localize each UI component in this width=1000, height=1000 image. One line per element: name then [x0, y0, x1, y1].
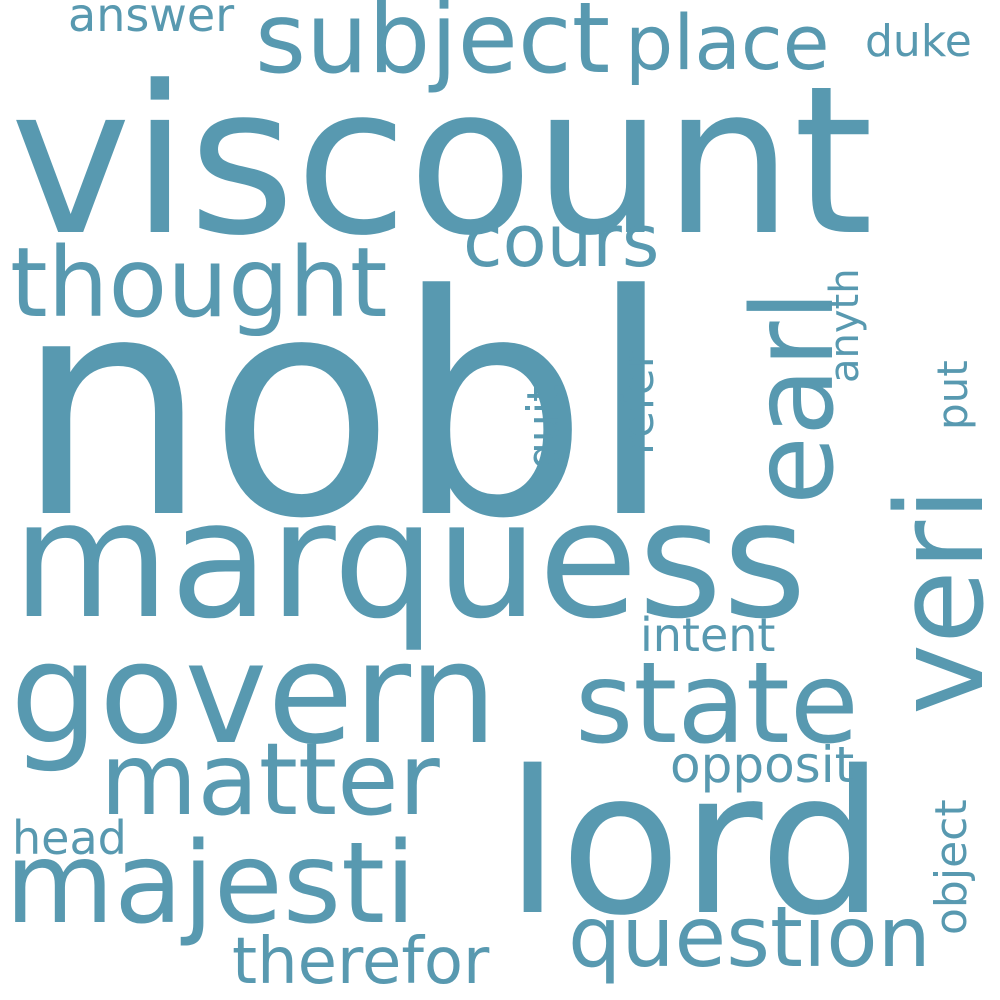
word-head: head [12, 811, 127, 865]
word-refer: refer [613, 350, 664, 455]
word-put: put [928, 360, 977, 430]
word-thought: thought [10, 227, 388, 339]
word-veri: veri [872, 487, 1000, 715]
word-intent: intent [640, 608, 776, 662]
word-anyth: anyth [822, 268, 868, 383]
word-matter: matter [100, 721, 440, 838]
word-nobl: nobl [15, 230, 674, 585]
word-place: place [625, 0, 830, 87]
word-state: state [575, 639, 859, 769]
word-subject: subject [255, 0, 611, 96]
word-govern: govern [10, 613, 498, 776]
word-marquess: marquess [12, 467, 807, 655]
word-lord: lord [505, 728, 885, 959]
word-object: object [926, 799, 977, 935]
word-quit: quit [518, 384, 569, 470]
word-question: question [568, 888, 931, 986]
word-cours: cours [463, 199, 660, 283]
word-duke: duke [865, 16, 972, 67]
word-answer: answer [68, 0, 235, 42]
word-opposit: opposit [670, 736, 855, 794]
word-therefor: therefor [232, 925, 490, 999]
word-viscount: viscount [10, 43, 874, 281]
word-majesti: majesti [5, 819, 417, 949]
